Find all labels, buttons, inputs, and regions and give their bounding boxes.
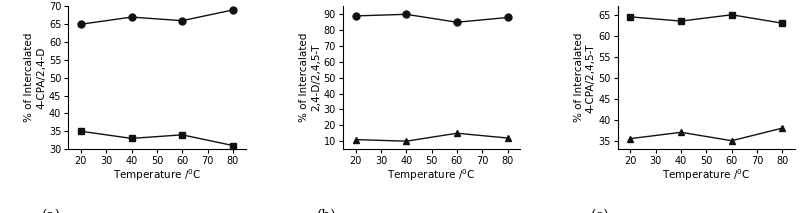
Y-axis label: % of Intercalated
4-CPA/2,4,5-T: % of Intercalated 4-CPA/2,4,5-T [573, 33, 595, 122]
X-axis label: Temperature /$^0$C: Temperature /$^0$C [112, 167, 200, 183]
Text: (c): (c) [590, 209, 609, 213]
Y-axis label: % of Intercalated
2,4-D/2,4,5-T: % of Intercalated 2,4-D/2,4,5-T [299, 33, 321, 122]
Text: (b): (b) [316, 209, 335, 213]
X-axis label: Temperature /$^0$C: Temperature /$^0$C [662, 167, 750, 183]
X-axis label: Temperature /$^0$C: Temperature /$^0$C [387, 167, 476, 183]
Y-axis label: % of Intercalated
4-CPA/2,4-D: % of Intercalated 4-CPA/2,4-D [24, 33, 46, 122]
Text: (a): (a) [42, 209, 61, 213]
